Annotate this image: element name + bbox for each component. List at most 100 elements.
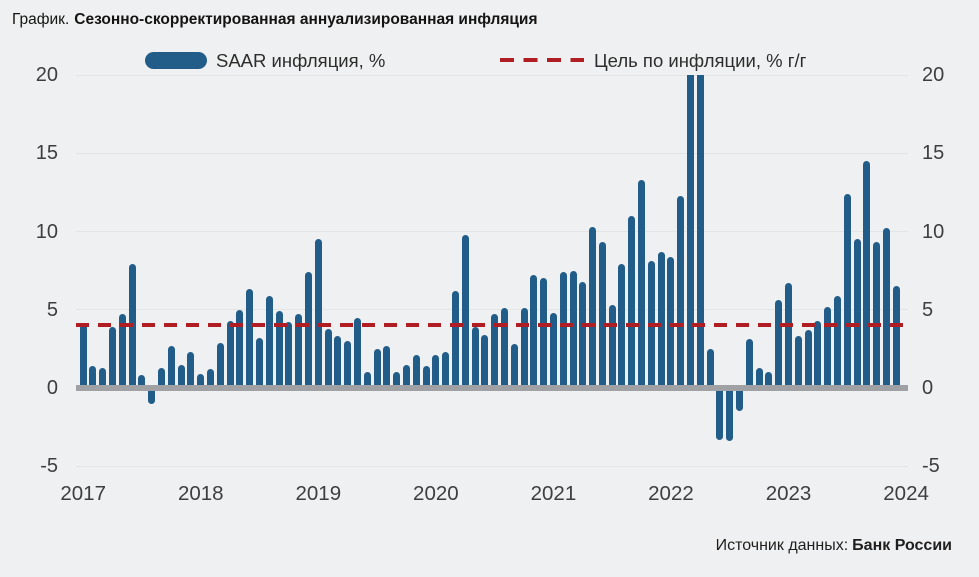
bar-2020-04 — [461, 234, 469, 389]
bar-2020-09 — [510, 344, 518, 389]
source-note: Источник данных: Банк России — [716, 537, 952, 555]
y-axis-label-right-0: 0 — [922, 377, 934, 399]
bar-2022-11 — [765, 372, 773, 389]
bar-2018-04 — [226, 320, 234, 389]
bar-2017-12 — [187, 352, 195, 389]
bar-2019-01 — [314, 239, 322, 389]
bar-2017-05 — [118, 314, 126, 389]
bar-2017-01 — [79, 323, 87, 389]
bar-2017-02 — [89, 366, 97, 389]
bar-2018-10 — [285, 322, 293, 389]
y-axis-label-left-5: 5 — [46, 298, 58, 321]
title-main: Сезонно-скорректированная аннуализирован… — [74, 11, 538, 28]
bar-2019-03 — [334, 336, 342, 389]
inflation-target-line — [76, 323, 908, 328]
bar-2019-11 — [412, 355, 420, 389]
x-axis-label-2022: 2022 — [648, 482, 694, 505]
x-axis-label-2021: 2021 — [530, 482, 577, 505]
x-axis-label-2017: 2017 — [60, 482, 106, 505]
title-prefix: График. — [12, 11, 70, 28]
gridline-10 — [76, 231, 908, 232]
y-axis-label-left-15: 15 — [35, 142, 58, 165]
bar-2018-01 — [197, 373, 205, 389]
bar-2019-12 — [422, 366, 430, 389]
bar-2018-11 — [295, 314, 303, 389]
bar-2018-09 — [275, 311, 283, 389]
bar-2020-02 — [442, 352, 450, 389]
bar-2021-06 — [598, 242, 606, 389]
gridline-15 — [76, 152, 908, 154]
source-prefix: Источник данных: — [715, 537, 849, 554]
x-axis-label-2024: 2024 — [883, 482, 929, 505]
gridline--5 — [76, 465, 908, 467]
bar-2020-11 — [530, 275, 538, 389]
bar-2021-09 — [628, 215, 636, 389]
bar-2018-03 — [216, 342, 224, 389]
bar-2022-04 — [696, 75, 704, 389]
bar-2018-02 — [207, 369, 215, 389]
bar-2020-05 — [471, 326, 479, 389]
bar-2022-01 — [667, 256, 675, 389]
bar-2023-05 — [824, 306, 832, 389]
bar-2019-02 — [324, 328, 332, 389]
bar-2023-03 — [804, 330, 812, 389]
bar-2023-06 — [834, 295, 841, 389]
bar-2020-06 — [481, 334, 489, 389]
bar-2021-01 — [549, 312, 557, 389]
legend-bar-swatch — [145, 52, 207, 69]
bar-2017-04 — [109, 326, 117, 389]
x-axis-label-2018: 2018 — [177, 482, 224, 505]
y-axis-label-right-10: 10 — [922, 220, 945, 243]
bar-2021-10 — [638, 179, 646, 389]
x-axis-label-2019: 2019 — [295, 482, 342, 505]
bar-2023-09 — [863, 161, 871, 389]
gridline-5 — [76, 309, 908, 311]
bar-2019-09 — [393, 372, 401, 389]
bar-2019-05 — [353, 317, 361, 389]
gridline-20 — [76, 74, 908, 76]
bar-2022-10 — [755, 367, 763, 389]
bar-2022-05 — [706, 348, 714, 389]
bar-2023-12 — [892, 286, 900, 389]
bar-2021-04 — [579, 281, 587, 389]
y-axis-label-right-5: 5 — [922, 298, 934, 321]
bar-2022-09 — [745, 339, 753, 389]
legend-bars-label: SAAR инфляция, % — [216, 50, 386, 71]
bar-2019-08 — [383, 345, 391, 389]
page-title: График. Сезонно-скорректированная аннуали… — [12, 9, 538, 31]
bar-2020-12 — [540, 278, 548, 389]
bar-2020-03 — [451, 290, 459, 389]
bar-2020-08 — [500, 308, 508, 389]
y-axis-label-left-20: 20 — [35, 64, 58, 86]
bar-2023-11 — [882, 228, 890, 389]
source-name: Банк России — [852, 537, 952, 554]
y-axis-label-right--5: -5 — [922, 455, 940, 478]
bar-2018-12 — [305, 272, 312, 389]
y-axis-label-left--5: -5 — [40, 455, 58, 478]
bar-2018-06 — [246, 289, 254, 389]
bar-2021-12 — [657, 251, 665, 389]
bar-2023-01 — [785, 283, 793, 389]
bar-2017-09 — [158, 367, 166, 389]
y-axis-label-left-0: 0 — [46, 377, 58, 399]
y-axis-label-left-10: 10 — [35, 220, 58, 243]
bar-2018-05 — [236, 309, 244, 389]
bar-2023-07 — [843, 193, 851, 389]
bar-2019-04 — [344, 341, 352, 389]
bar-2020-07 — [491, 314, 499, 389]
bar-2017-08 — [148, 387, 156, 404]
bar-2023-08 — [853, 239, 861, 389]
bar-2017-07 — [138, 375, 146, 389]
bar-2023-02 — [794, 336, 802, 389]
bar-2022-02 — [677, 195, 685, 389]
bar-2021-05 — [589, 226, 597, 389]
bar-2023-04 — [814, 320, 822, 389]
legend-target-label: Цель по инфляции, % г/г — [594, 50, 807, 71]
bar-2017-03 — [99, 367, 107, 389]
y-axis-label-right-20: 20 — [922, 64, 945, 86]
zero-axis-line — [76, 385, 908, 391]
bar-2021-07 — [608, 305, 616, 389]
legend-target-dash-icon — [500, 58, 584, 62]
bar-2022-07 — [726, 387, 734, 442]
